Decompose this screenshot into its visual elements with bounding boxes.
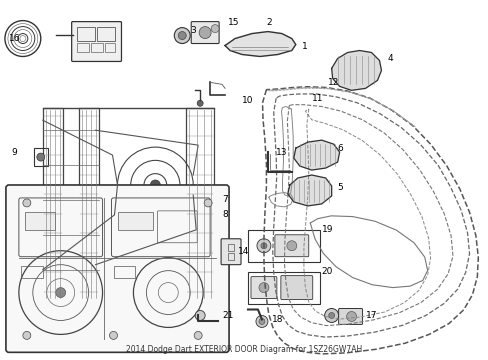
Circle shape bbox=[174, 28, 190, 44]
Circle shape bbox=[23, 332, 31, 339]
Text: 14: 14 bbox=[238, 247, 249, 256]
Text: 16: 16 bbox=[9, 34, 20, 43]
Text: 13: 13 bbox=[275, 148, 287, 157]
Circle shape bbox=[197, 100, 203, 106]
Circle shape bbox=[194, 332, 202, 339]
FancyBboxPatch shape bbox=[221, 239, 241, 265]
Bar bbox=[213, 202, 218, 208]
Text: 7: 7 bbox=[222, 195, 227, 204]
Bar bbox=[90, 42, 102, 53]
Text: 17: 17 bbox=[365, 311, 376, 320]
FancyBboxPatch shape bbox=[280, 276, 312, 300]
Bar bbox=[79, 108, 99, 300]
Text: 1: 1 bbox=[301, 42, 307, 51]
Text: 15: 15 bbox=[227, 18, 239, 27]
Bar bbox=[213, 217, 218, 223]
Circle shape bbox=[178, 32, 186, 40]
Text: 8: 8 bbox=[222, 210, 227, 219]
Bar bbox=[34, 148, 48, 166]
Circle shape bbox=[37, 153, 45, 161]
Bar bbox=[206, 202, 211, 208]
Bar bbox=[21, 266, 42, 278]
Text: 18: 18 bbox=[271, 315, 283, 324]
Text: 2014 Dodge Dart EXTERIOR DOOR Diagram for 1SZ26GW7AH: 2014 Dodge Dart EXTERIOR DOOR Diagram fo… bbox=[126, 345, 362, 354]
Circle shape bbox=[199, 27, 211, 39]
Bar bbox=[25, 212, 55, 230]
Text: 6: 6 bbox=[337, 144, 343, 153]
Circle shape bbox=[56, 288, 65, 298]
Circle shape bbox=[150, 180, 160, 190]
Polygon shape bbox=[287, 175, 331, 206]
Text: 20: 20 bbox=[321, 267, 332, 276]
Bar bbox=[113, 266, 135, 278]
Bar bbox=[104, 42, 114, 53]
Bar bbox=[203, 215, 220, 225]
FancyBboxPatch shape bbox=[6, 185, 228, 352]
Bar bbox=[206, 217, 211, 223]
Polygon shape bbox=[224, 32, 295, 57]
Bar bbox=[77, 27, 94, 41]
FancyBboxPatch shape bbox=[72, 22, 121, 62]
Bar bbox=[227, 244, 234, 251]
Text: 10: 10 bbox=[242, 96, 253, 105]
Text: 2: 2 bbox=[265, 18, 271, 27]
FancyBboxPatch shape bbox=[338, 309, 362, 324]
Circle shape bbox=[346, 311, 356, 321]
Text: 4: 4 bbox=[386, 54, 392, 63]
Polygon shape bbox=[331, 50, 381, 90]
Circle shape bbox=[286, 241, 296, 251]
Bar bbox=[227, 253, 234, 260]
Text: 12: 12 bbox=[327, 78, 338, 87]
Bar bbox=[96, 27, 114, 41]
Circle shape bbox=[195, 310, 205, 320]
Circle shape bbox=[211, 24, 219, 32]
FancyBboxPatch shape bbox=[191, 22, 219, 44]
Circle shape bbox=[328, 312, 334, 319]
Bar bbox=[77, 42, 88, 53]
Circle shape bbox=[109, 332, 117, 339]
Bar bbox=[203, 200, 220, 210]
Circle shape bbox=[261, 243, 266, 249]
FancyBboxPatch shape bbox=[274, 235, 308, 257]
Circle shape bbox=[255, 315, 267, 328]
Circle shape bbox=[203, 199, 212, 207]
Circle shape bbox=[259, 283, 268, 293]
Text: 19: 19 bbox=[321, 225, 332, 234]
Bar bbox=[118, 212, 153, 230]
Text: 21: 21 bbox=[222, 311, 233, 320]
Text: 9: 9 bbox=[11, 148, 17, 157]
Circle shape bbox=[259, 319, 264, 324]
Bar bbox=[186, 108, 214, 300]
Circle shape bbox=[23, 199, 31, 207]
Text: 5: 5 bbox=[337, 184, 343, 193]
Circle shape bbox=[256, 239, 270, 253]
Bar bbox=[247, 230, 319, 262]
Bar bbox=[247, 272, 319, 303]
Text: 3: 3 bbox=[190, 26, 196, 35]
Text: 11: 11 bbox=[311, 94, 323, 103]
Bar bbox=[42, 108, 62, 300]
Circle shape bbox=[324, 309, 338, 323]
FancyBboxPatch shape bbox=[250, 276, 276, 298]
Polygon shape bbox=[293, 140, 339, 170]
